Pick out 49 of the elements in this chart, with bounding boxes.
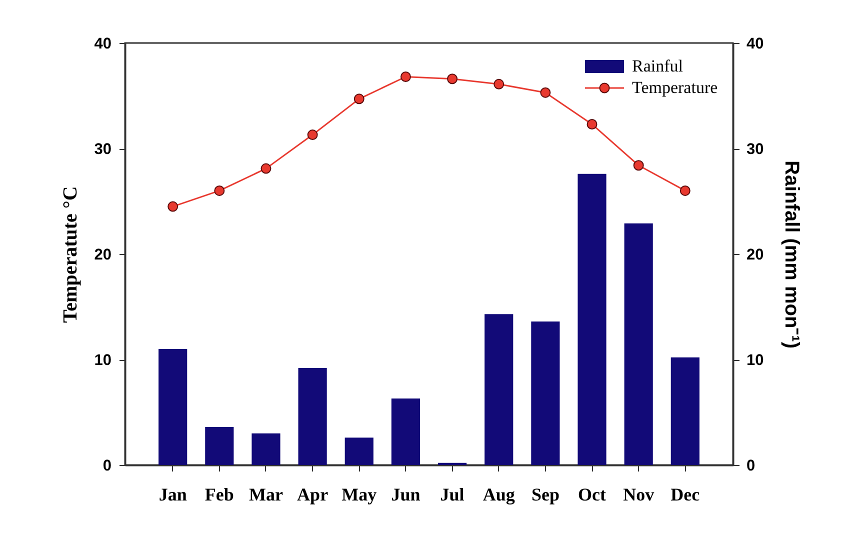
bar: [578, 174, 606, 465]
x-tick-label: May: [342, 484, 377, 504]
x-tick-label: Sep: [531, 484, 560, 504]
point: [447, 74, 458, 84]
bar: [252, 433, 280, 465]
point: [586, 119, 598, 130]
y-tick-label: 0: [102, 458, 112, 474]
point: [214, 185, 225, 196]
x-tick-label: Jan: [158, 484, 187, 504]
point: [494, 78, 504, 90]
x-tick-label: Nov: [623, 484, 654, 504]
y2-tick-label: 10: [746, 352, 764, 369]
point: [168, 201, 178, 212]
y-tick-label: 40: [94, 36, 112, 52]
x-tick-label: Jun: [391, 484, 420, 504]
legend-label: Rainful: [632, 56, 684, 76]
bar: [298, 368, 327, 465]
y-tick-label: 10: [94, 352, 112, 369]
y-tick-label: 30: [94, 141, 112, 158]
x-tick-label: Jul: [440, 484, 464, 504]
x-tick-label: Apr: [297, 484, 328, 504]
x-tick-label: Aug: [482, 484, 515, 504]
bar: [484, 314, 514, 465]
point: [307, 130, 318, 140]
bar: [205, 427, 234, 465]
y-axis-title: Temperatute °C: [59, 186, 82, 323]
point: [260, 163, 272, 174]
y2-tick-label: 30: [746, 141, 764, 158]
point: [354, 94, 364, 104]
y2-tick-label: 40: [746, 36, 764, 52]
bar: [158, 348, 188, 465]
x-tick-label: Oct: [578, 484, 606, 504]
bar: [624, 223, 653, 465]
point: [400, 72, 411, 82]
y2-axis-title: Rainfall (mm mon⁻¹): [780, 160, 803, 349]
point: [633, 160, 644, 171]
y-tick-label: 20: [94, 246, 112, 264]
y2-tick-label: 20: [746, 246, 764, 264]
bar: [344, 438, 374, 465]
legend-label: Temperature: [632, 78, 718, 97]
bar: [531, 322, 560, 465]
point: [540, 87, 551, 98]
x-tick-label: Feb: [204, 484, 234, 504]
x-tick-label: Dec: [670, 484, 700, 504]
y2-tick-label: 0: [746, 458, 756, 474]
point: [680, 185, 690, 196]
x-tick-label: Mar: [248, 484, 283, 504]
bar: [670, 357, 700, 465]
bar: [391, 398, 420, 465]
